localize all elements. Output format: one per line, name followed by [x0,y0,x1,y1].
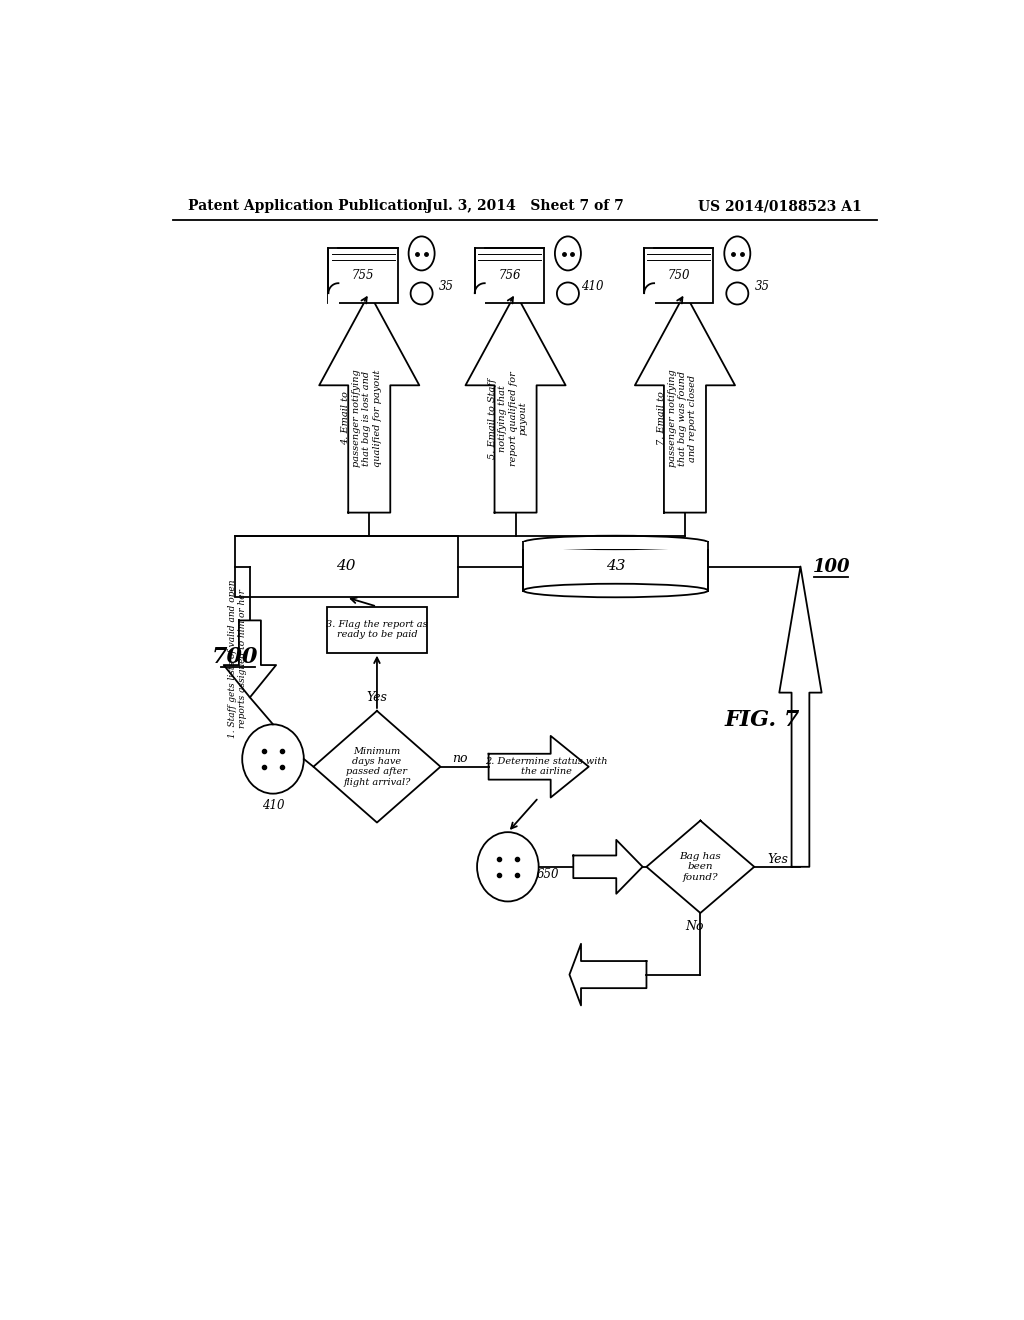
Polygon shape [779,566,821,867]
Text: 3. Flag the report as
ready to be paid: 3. Flag the report as ready to be paid [327,620,428,639]
Text: 700: 700 [211,647,258,668]
Text: 7. Email to
passenger notifying
that bag was found
and report closed: 7. Email to passenger notifying that bag… [657,370,697,467]
Polygon shape [646,821,755,913]
Polygon shape [569,944,646,1006]
Circle shape [411,282,432,305]
Polygon shape [635,293,735,512]
Bar [474,293,485,304]
Text: 35: 35 [438,280,454,293]
Text: FIG. 7: FIG. 7 [724,710,800,731]
Text: Jul. 3, 2014   Sheet 7 of 7: Jul. 3, 2014 Sheet 7 of 7 [426,199,624,213]
Ellipse shape [555,236,581,271]
Bar [522,543,709,549]
Text: 100: 100 [812,557,850,576]
Polygon shape [313,711,440,822]
Polygon shape [319,293,419,512]
Bar [644,248,714,304]
Bar [329,248,397,304]
Text: Minimum
days have
passed after
flight arrival?: Minimum days have passed after flight ar… [343,747,411,787]
Text: 410: 410 [582,280,604,293]
Bar [523,543,708,590]
Text: Bag has
been
found?: Bag has been found? [680,851,721,882]
Text: Patent Application Publication: Patent Application Publication [188,199,428,213]
Ellipse shape [409,236,434,271]
Ellipse shape [523,583,708,597]
Bar [328,293,339,304]
Text: No: No [685,920,703,933]
Text: 40: 40 [337,560,356,573]
Text: 43: 43 [606,560,626,573]
Text: Yes: Yes [367,690,387,704]
Ellipse shape [477,832,539,902]
Ellipse shape [243,725,304,793]
Text: no: no [452,752,468,766]
Text: 650: 650 [537,869,559,880]
Polygon shape [223,620,276,697]
Text: Yes: Yes [767,853,787,866]
Bar [475,248,544,304]
Text: 755: 755 [352,269,375,282]
Polygon shape [466,293,565,512]
Text: 4. Email to
passenger notifying
that bag is lost and
qualified for payout: 4. Email to passenger notifying that bag… [341,370,382,467]
Polygon shape [573,840,643,894]
Text: 2. Determine status with
the airline: 2. Determine status with the airline [485,756,607,776]
Text: 756: 756 [498,269,520,282]
Text: US 2014/0188523 A1: US 2014/0188523 A1 [698,199,862,213]
Text: 410: 410 [262,799,285,812]
Bar [643,293,655,304]
Bar [234,536,458,597]
Text: 5. Email to Staff
notifying that
report qualified for
payout: 5. Email to Staff notifying that report … [487,371,528,466]
Circle shape [726,282,749,305]
Ellipse shape [523,536,708,549]
Bar [327,607,427,653]
Text: 35: 35 [755,280,769,293]
Polygon shape [488,737,589,797]
Text: 750: 750 [668,269,690,282]
Circle shape [557,282,579,305]
Ellipse shape [724,236,751,271]
Text: 1. Staff gets lists of valid and open
reports assigned to him or her: 1. Staff gets lists of valid and open re… [228,579,247,738]
